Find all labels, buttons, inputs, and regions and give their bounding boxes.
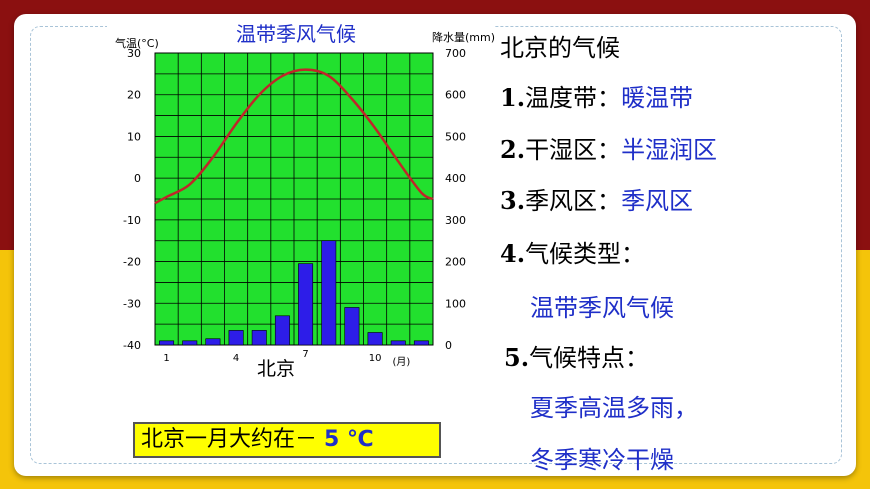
item-label: 气候类型： <box>525 240 646 268</box>
precipitation-bar <box>182 340 198 346</box>
month-tick-label: 7 <box>302 349 308 360</box>
january-temperature-note: 北京一月大约在－ 5 ℃ <box>133 422 441 458</box>
info-item-monsoon-zone: 3.季风区：季风区 <box>500 181 693 216</box>
climate-chart: 温带季风气候 气温(°C) 降水量(mm) 30 20 10 0 -10 -20 -30 -40 70… <box>107 17 495 381</box>
note-prefix: 北京一月大约在－ <box>141 427 324 452</box>
item-number: 3. <box>500 186 526 215</box>
item-label: 气候特点： <box>529 344 650 372</box>
info-item-climate-type: 4.气候类型： <box>500 234 645 269</box>
y-right-axis-title: 降水量(mm) <box>432 30 495 44</box>
precipitation-tick-label: 0 <box>445 339 452 352</box>
location-label: 北京 <box>257 358 295 380</box>
precipitation-bar <box>321 240 337 346</box>
precipitation-bar <box>344 307 360 346</box>
climate-feature-summer: 夏季高温多雨， <box>530 394 698 422</box>
precipitation-bar <box>413 340 429 346</box>
precipitation-bar <box>274 315 290 346</box>
note-value: 5 <box>324 427 340 452</box>
item-value: 暖温带 <box>621 84 694 112</box>
precipitation-tick-label: 700 <box>445 47 466 60</box>
month-tick-label: 10 <box>369 353 382 364</box>
info-heading: 北京的气候 <box>500 34 620 62</box>
item-number: 5. <box>504 343 530 372</box>
temperature-tick-label: 10 <box>127 130 141 143</box>
precipitation-tick-label: 600 <box>445 89 466 102</box>
item-label: 温度带： <box>525 84 622 112</box>
month-tick-label: 1 <box>163 353 169 364</box>
temperature-tick-label: 20 <box>127 89 141 102</box>
climate-feature-winter: 冬季寒冷干燥 <box>530 446 674 474</box>
item-value: 季风区 <box>621 187 694 215</box>
temperature-tick-label: -40 <box>123 339 141 352</box>
precipitation-tick-label: 200 <box>445 256 466 269</box>
climate-type-value: 温带季风气候 <box>530 294 674 322</box>
temperature-tick-label: -30 <box>123 297 141 310</box>
chart-title: 温带季风气候 <box>236 22 356 46</box>
temperature-line <box>154 68 434 205</box>
precipitation-bar <box>251 330 267 346</box>
temperature-tick-label: -10 <box>123 214 141 227</box>
precipitation-bar <box>205 338 221 346</box>
item-number: 4. <box>500 239 526 268</box>
x-axis-unit-label: (月) <box>393 356 411 368</box>
precipitation-bar <box>390 340 406 346</box>
precipitation-bar <box>228 330 244 346</box>
y-left-axis-title: 气温(°C) <box>115 36 159 50</box>
temperature-tick-label: 30 <box>127 47 141 60</box>
precipitation-tick-label: 500 <box>445 130 466 143</box>
item-value: 半湿润区 <box>621 136 718 164</box>
precipitation-bar <box>298 263 314 346</box>
precipitation-tick-label: 400 <box>445 172 466 185</box>
item-label: 干湿区： <box>525 136 622 164</box>
temperature-tick-label: -20 <box>123 256 141 269</box>
info-item-climate-features: 5.气候特点： <box>504 338 649 373</box>
month-tick-label: 4 <box>233 353 239 364</box>
item-number: 1. <box>500 83 526 112</box>
note-unit: ℃ <box>339 427 374 452</box>
item-label: 季风区： <box>525 187 622 215</box>
precipitation-bar <box>159 340 175 346</box>
precipitation-tick-label: 100 <box>445 297 466 310</box>
item-number: 2. <box>500 135 526 164</box>
temperature-tick-label: 0 <box>134 172 141 185</box>
precipitation-bar <box>367 332 383 346</box>
info-item-dry-wet-zone: 2.干湿区：半湿润区 <box>500 130 717 165</box>
precipitation-tick-label: 300 <box>445 214 466 227</box>
info-item-temperature-zone: 1.温度带：暖温带 <box>500 78 693 113</box>
